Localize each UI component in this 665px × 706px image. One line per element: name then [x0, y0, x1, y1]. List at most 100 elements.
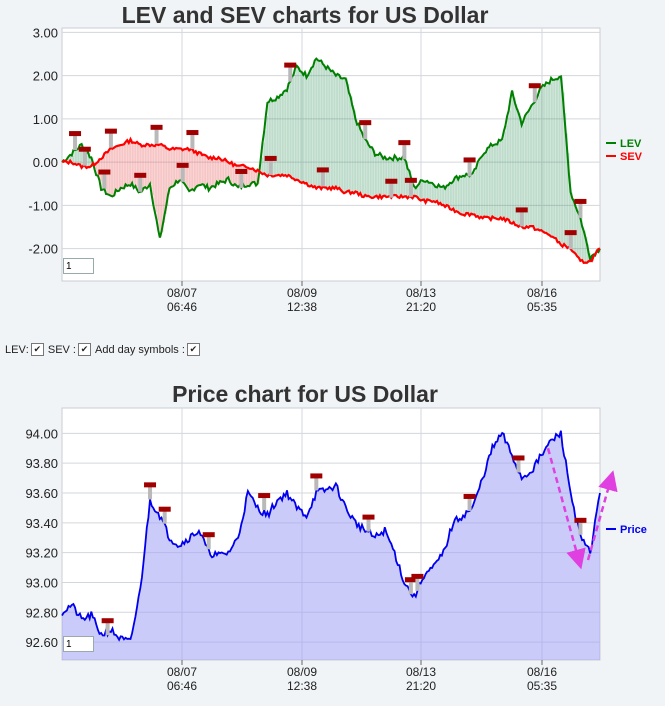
area-fill-segment	[242, 164, 246, 185]
area-fill-segment	[143, 145, 146, 189]
area-fill-segment	[79, 144, 83, 165]
price-zoom-input[interactable]: 1	[63, 636, 94, 652]
area-fill-segment	[163, 145, 166, 223]
area-fill-segment	[78, 148, 81, 164]
area-fill-segment	[319, 60, 322, 187]
area-fill-segment	[510, 99, 513, 224]
day-symbol-cap	[202, 532, 215, 538]
day-symbol-stem	[578, 520, 583, 535]
area-fill-segment	[432, 182, 435, 202]
chart-options-bar: LEV: ✔ SEV : ✔ Add day symbols : ✔	[5, 343, 204, 356]
area-fill-segment	[251, 168, 254, 184]
area-fill-segment	[291, 76, 295, 179]
area-fill-segment	[368, 144, 371, 196]
area-fill-segment	[306, 77, 309, 183]
area-fill-segment	[357, 124, 360, 192]
y-tick-label: 0.00	[33, 155, 58, 170]
sev-checkbox[interactable]: ✔	[78, 343, 91, 356]
area-fill-segment	[187, 148, 190, 189]
area-fill-segment	[300, 71, 303, 183]
area-fill-segment	[295, 68, 298, 181]
area-fill-segment	[220, 158, 223, 182]
area-fill-segment	[296, 65, 299, 180]
plot-area	[61, 407, 601, 661]
area-fill-segment	[76, 149, 79, 165]
area-fill-segment	[154, 146, 158, 213]
day-symbol-cap	[362, 514, 375, 520]
area-fill-segment	[461, 176, 464, 215]
area-fill-segment	[497, 144, 500, 220]
area-fill-segment	[445, 188, 448, 207]
day-symbol-stem	[154, 127, 159, 144]
area-fill-segment	[133, 142, 136, 188]
area-fill-segment	[326, 68, 329, 188]
area-fill-segment	[580, 217, 583, 261]
area-fill-segment	[71, 155, 74, 163]
y-tick-label: 1.00	[33, 112, 58, 127]
area-fill-segment	[423, 181, 427, 200]
area-fill-segment	[419, 184, 422, 200]
y-tick-label: 93.20	[25, 546, 58, 561]
area-fill-segment	[559, 77, 562, 243]
area-fill-segment	[441, 187, 444, 206]
area-fill-segment	[132, 142, 135, 183]
area-fill-segment	[317, 60, 321, 187]
y-tick-label: -1.00	[28, 198, 58, 213]
area-fill-segment	[401, 159, 404, 196]
area-fill-segment	[236, 165, 239, 186]
area-fill-segment	[167, 148, 171, 195]
x-tick-date: 08/09	[287, 665, 317, 679]
area-fill-segment	[309, 71, 312, 187]
day-symbol-stem	[190, 133, 195, 150]
area-fill-segment	[197, 154, 200, 186]
area-fill-segment	[247, 167, 250, 186]
day-symbols-checkbox[interactable]: ✔	[186, 343, 200, 356]
sev-line	[61, 136, 601, 264]
area-fill-segment	[516, 108, 519, 226]
day-symbol-stem	[568, 233, 573, 250]
area-fill-segment	[334, 73, 337, 189]
area-fill-segment	[358, 123, 361, 196]
area-fill-segment	[352, 105, 355, 193]
area-fill-segment	[551, 77, 554, 237]
area-fill-segment	[216, 159, 220, 182]
area-fill-segment	[273, 100, 277, 177]
area-fill-segment	[525, 115, 528, 229]
day-symbol-stem	[402, 143, 407, 160]
sev-checkbox-label: SEV	[47, 343, 70, 356]
area-fill-segment	[327, 66, 330, 190]
area-fill-segment	[331, 71, 334, 190]
day-symbol-stem	[415, 576, 420, 591]
area-fill-segment	[422, 180, 425, 200]
area-fill-segment	[211, 159, 215, 187]
day-symbol-cap	[515, 207, 528, 213]
area-fill-segment	[536, 99, 539, 230]
area-fill-segment	[244, 165, 247, 187]
area-fill-segment	[502, 138, 505, 220]
area-fill-segment	[146, 143, 149, 189]
area-fill-segment	[443, 185, 446, 205]
area-fill-segment	[138, 143, 141, 193]
area-fill-segment	[363, 137, 366, 198]
day-symbol-cap	[404, 577, 417, 583]
area-fill-segment	[469, 176, 472, 216]
area-fill-segment	[531, 105, 534, 227]
area-fill-segment	[254, 170, 257, 182]
x-tick-date: 08/16	[527, 286, 557, 300]
area-fill-segment	[458, 179, 461, 213]
x-tick-time: 21:20	[406, 679, 436, 693]
lev-sev-zoom-input[interactable]: 1	[63, 258, 94, 274]
area-fill-segment	[73, 150, 76, 165]
day-symbol-cap	[235, 168, 248, 174]
area-fill-segment	[533, 103, 536, 227]
area-fill-segment	[282, 94, 285, 175]
lev-checkbox-label: LEV	[5, 343, 26, 356]
area-fill-segment	[425, 181, 428, 203]
day-symbol-cap	[98, 169, 111, 175]
area-fill-segment	[507, 116, 510, 219]
area-fill-segment	[150, 146, 153, 184]
area-fill-segment	[115, 146, 118, 190]
area-fill-segment	[459, 176, 462, 214]
area-fill-segment	[303, 74, 306, 183]
lev-checkbox[interactable]: ✔	[30, 343, 44, 356]
